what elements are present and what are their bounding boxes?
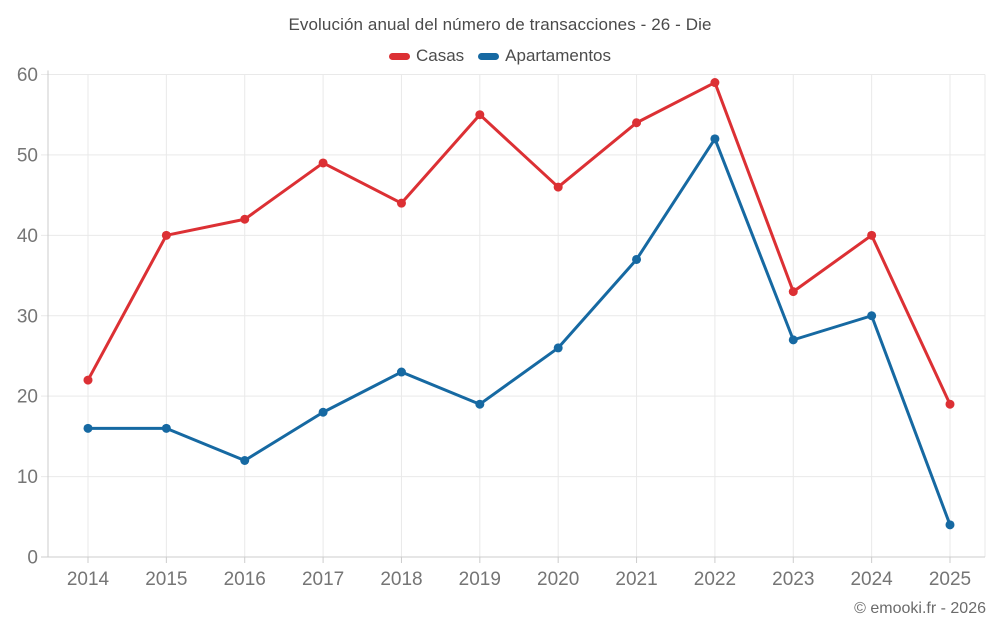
data-point-apartamentos-2021[interactable]: [632, 254, 642, 264]
x-axis-label: 2023: [772, 569, 814, 590]
x-axis-label: 2022: [694, 569, 736, 590]
x-axis-label: 2025: [929, 569, 971, 590]
data-point-casas-2017[interactable]: [318, 158, 328, 168]
y-axis-label: 40: [17, 226, 38, 247]
x-axis-label: 2024: [850, 569, 893, 590]
legend-item-casas[interactable]: Casas: [388, 46, 465, 66]
x-axis-label: 2016: [224, 569, 266, 590]
legend-swatch-casas: [388, 52, 410, 60]
y-axis-label: 0: [27, 548, 38, 569]
data-point-apartamentos-2024[interactable]: [867, 311, 877, 321]
data-point-apartamentos-2014[interactable]: [83, 423, 93, 433]
data-point-casas-2025[interactable]: [945, 399, 955, 409]
data-point-apartamentos-2016[interactable]: [240, 456, 250, 465]
data-point-apartamentos-2023[interactable]: [788, 335, 798, 345]
data-point-casas-2018[interactable]: [396, 198, 406, 208]
y-axis-label: 50: [17, 145, 38, 166]
legend-label-apartamentos: Apartamentos: [505, 46, 612, 65]
y-axis-label: 30: [17, 306, 38, 327]
data-point-apartamentos-2015[interactable]: [161, 423, 171, 433]
data-point-casas-2020[interactable]: [553, 182, 563, 192]
x-axis-label: 2018: [380, 569, 422, 590]
data-point-apartamentos-2019[interactable]: [475, 399, 485, 409]
x-axis-label: 2015: [145, 569, 187, 590]
data-point-apartamentos-2025[interactable]: [945, 520, 955, 530]
series-line-apartamentos: [86, 137, 952, 527]
x-axis-label: 2019: [459, 569, 501, 590]
x-axis-label: 2021: [615, 569, 657, 590]
data-point-apartamentos-2017[interactable]: [318, 407, 328, 417]
chart-title: Evolución anual del número de transaccio…: [288, 15, 712, 34]
legend-swatch-apartamentos: [478, 52, 500, 60]
data-point-casas-2014[interactable]: [83, 375, 93, 385]
legend-label-casas: Casas: [415, 46, 465, 65]
chart-legend: Casas Apartamentos: [0, 46, 1000, 66]
data-point-apartamentos-2018[interactable]: [396, 367, 406, 377]
x-axis-label: 2017: [302, 569, 344, 590]
watermark-credit: © emooki.fr - 2026: [854, 600, 986, 617]
data-point-casas-2023[interactable]: [788, 287, 798, 297]
data-point-apartamentos-2022[interactable]: [710, 134, 720, 144]
data-point-casas-2021[interactable]: [632, 118, 642, 128]
data-point-casas-2016[interactable]: [240, 214, 250, 224]
y-axis-label: 20: [17, 387, 38, 408]
data-point-casas-2022[interactable]: [710, 78, 720, 88]
y-axis-label: 10: [17, 467, 38, 488]
x-axis-label: 2020: [537, 569, 579, 590]
x-axis-label: 2014: [67, 569, 110, 590]
data-point-casas-2019[interactable]: [475, 110, 485, 120]
y-axis-label: 60: [17, 65, 38, 86]
data-point-apartamentos-2020[interactable]: [553, 343, 563, 353]
data-point-casas-2015[interactable]: [161, 230, 171, 240]
data-point-casas-2024[interactable]: [867, 230, 877, 240]
series-line-casas: [86, 81, 952, 406]
legend-item-apartamentos[interactable]: Apartamentos: [478, 46, 611, 66]
